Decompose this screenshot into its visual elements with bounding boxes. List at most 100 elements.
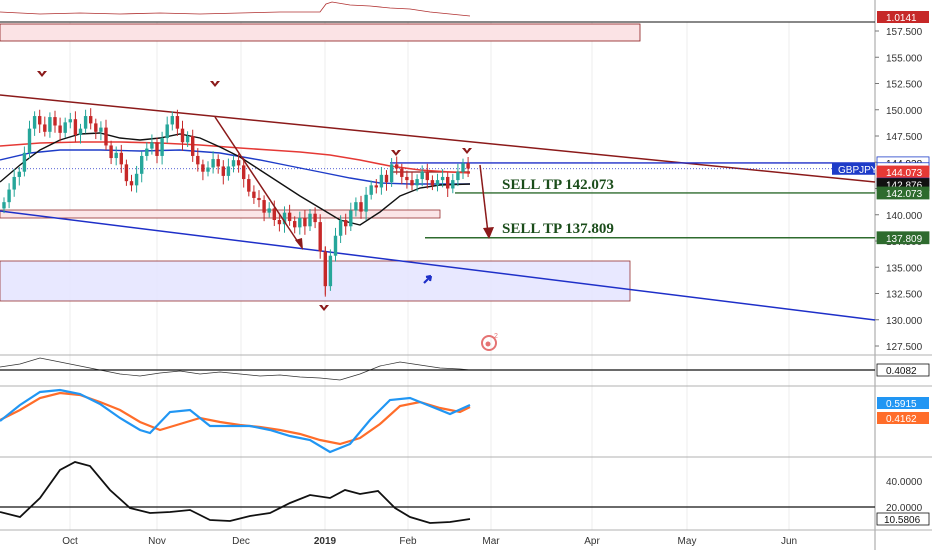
candle-body: [405, 176, 409, 181]
down-arrow-marker: [319, 305, 329, 311]
candle-body: [78, 128, 83, 135]
time-tick-label: Nov: [148, 536, 166, 547]
panel2-indicator: 0.4082: [0, 357, 930, 381]
candle-body: [114, 152, 118, 159]
time-tick-label: Dec: [232, 536, 250, 547]
candle-body: [379, 174, 384, 188]
upper-trendline: [0, 94, 876, 183]
price-tick-label: 130.000: [886, 316, 923, 327]
price-tick-label: 157.500: [886, 27, 923, 38]
symbol-tag-label: GBPJPY: [838, 165, 878, 176]
candle-body: [333, 235, 338, 256]
candle-body: [206, 167, 210, 172]
candle-body: [369, 185, 373, 195]
candle-body: [32, 116, 37, 129]
candle-body: [415, 179, 419, 186]
candle-body: [420, 171, 424, 180]
candle-body: [410, 180, 414, 186]
candle-body: [2, 202, 6, 209]
candle-body: [12, 176, 16, 190]
candle-body: [211, 159, 215, 168]
candle-body: [425, 171, 429, 181]
time-tick-label: Apr: [584, 536, 600, 547]
price-tick-label: 150.000: [886, 106, 923, 117]
moving-averages: [0, 132, 471, 226]
candle-body: [73, 119, 78, 135]
candle-body: [191, 136, 195, 156]
candle-body: [247, 179, 251, 192]
candle-body: [446, 176, 450, 189]
candle-body: [68, 119, 72, 123]
price-tick-label: 140.000: [886, 211, 923, 222]
candle-body: [287, 212, 292, 222]
supply-zone: [0, 23, 641, 219]
price-tick-label: 132.500: [886, 290, 923, 301]
panel2-value: 0.4082: [886, 366, 917, 377]
adx-level-40: 40.0000: [886, 477, 923, 488]
price-badge-value: 144.073: [886, 168, 923, 179]
ma-blue-line: [0, 149, 470, 185]
candle-body: [400, 168, 404, 177]
price-badge-value: 137.809: [886, 234, 923, 245]
demand-zone: [0, 260, 631, 302]
candle-body: [226, 166, 231, 176]
time-axis: Oct Nov Dec 2019 Feb Mar Apr May Jun: [62, 536, 797, 547]
lower-trendline: [0, 210, 876, 321]
price-tick-label: 155.000: [886, 53, 923, 64]
candle-body: [308, 213, 312, 227]
stoch-d-value: 0.4162: [886, 414, 917, 425]
candle-body: [134, 173, 139, 186]
candle-body: [231, 160, 236, 167]
candle-body: [262, 200, 266, 213]
top-strip-indicator: [0, 1, 471, 17]
candle-body: [236, 160, 241, 166]
candle-body: [43, 124, 47, 132]
candle-body: [257, 197, 261, 201]
candle-body: [58, 125, 62, 133]
candle-body: [272, 208, 276, 220]
panel-separators: [0, 21, 932, 531]
candle-body: [451, 180, 455, 189]
candle-body: [124, 164, 129, 182]
stochastic-panel: 0.5915 0.4162: [0, 388, 929, 454]
candle-body: [221, 166, 225, 176]
candle-body: [328, 255, 333, 287]
candle-body: [53, 117, 57, 126]
top-strip-value: 1.0141: [886, 13, 917, 24]
candle-body: [384, 174, 389, 183]
candle-body: [252, 191, 256, 198]
sell-annotations: SELL TP 142.073 SELL TP 137.809: [502, 177, 614, 237]
time-tick-label: Mar: [482, 536, 500, 547]
candle-body: [170, 116, 174, 125]
candle-body: [461, 163, 465, 172]
candle-body: [17, 171, 21, 177]
adx-level-20: 20.0000: [886, 503, 923, 514]
time-tick-label: May: [678, 536, 697, 547]
price-badge: [876, 231, 930, 245]
price-badge: [876, 186, 930, 200]
candle-body: [440, 176, 445, 181]
candle-body: [242, 165, 246, 180]
symbol-tag: [832, 162, 875, 175]
candle-body: [395, 164, 399, 169]
candle-body: [293, 221, 297, 228]
candle-body: [318, 222, 322, 252]
candle-body: [185, 136, 190, 143]
logo-watermark-icon: 2: [481, 333, 498, 351]
candlestick-series: [2, 108, 470, 297]
candle-body: [38, 116, 42, 125]
candle-body: [140, 155, 144, 174]
candle-body: [27, 128, 32, 153]
down-arrow-marker: [210, 81, 220, 87]
time-tick-label: Feb: [399, 536, 417, 547]
price-badge-value: 142.073: [886, 189, 923, 200]
down-arrow-marker: [37, 71, 47, 77]
price-tick-label: 135.000: [886, 263, 923, 274]
stoch-k-value: 0.5915: [886, 399, 917, 410]
candle-body: [94, 123, 98, 132]
price-badge-value: 142.876: [886, 181, 923, 192]
candle-body: [63, 122, 67, 133]
candle-body: [196, 155, 200, 165]
